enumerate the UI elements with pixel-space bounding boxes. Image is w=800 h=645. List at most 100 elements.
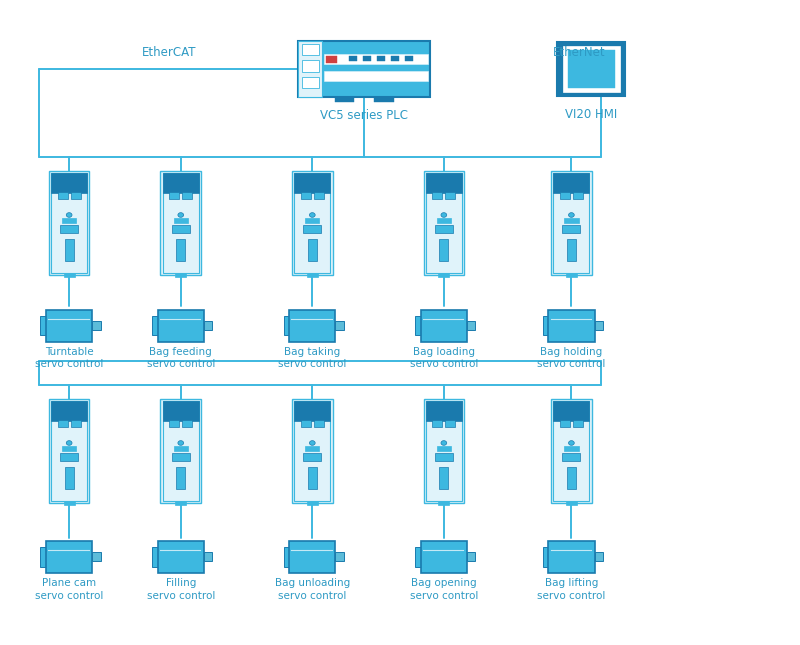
FancyBboxPatch shape [182,420,192,427]
FancyBboxPatch shape [423,399,464,502]
FancyBboxPatch shape [566,273,577,277]
FancyBboxPatch shape [158,541,204,573]
Text: EtherCAT: EtherCAT [142,46,196,59]
FancyBboxPatch shape [302,61,318,72]
FancyBboxPatch shape [439,467,448,489]
FancyBboxPatch shape [51,174,87,193]
FancyBboxPatch shape [46,541,92,573]
FancyBboxPatch shape [562,225,580,233]
Text: Bag feeding
servo control: Bag feeding servo control [146,347,215,370]
FancyBboxPatch shape [70,192,81,199]
FancyBboxPatch shape [405,56,413,61]
FancyBboxPatch shape [172,453,190,461]
FancyBboxPatch shape [284,316,289,335]
Text: EtherNet: EtherNet [553,46,606,59]
FancyBboxPatch shape [334,97,354,102]
Text: Bag unloading
servo control: Bag unloading servo control [274,578,350,600]
FancyBboxPatch shape [292,172,333,275]
FancyBboxPatch shape [308,467,317,489]
Circle shape [310,213,315,217]
FancyBboxPatch shape [377,56,385,61]
FancyBboxPatch shape [41,547,46,566]
FancyBboxPatch shape [374,97,394,102]
FancyBboxPatch shape [46,541,53,549]
FancyBboxPatch shape [335,552,344,561]
FancyBboxPatch shape [175,273,186,277]
Text: Bag loading
servo control: Bag loading servo control [410,347,478,370]
FancyBboxPatch shape [60,453,78,461]
FancyBboxPatch shape [554,174,590,273]
FancyBboxPatch shape [548,541,554,549]
FancyBboxPatch shape [161,399,201,502]
FancyBboxPatch shape [363,56,370,61]
FancyBboxPatch shape [174,218,188,223]
FancyBboxPatch shape [204,552,212,561]
FancyBboxPatch shape [51,174,87,273]
FancyBboxPatch shape [391,56,398,61]
FancyBboxPatch shape [163,401,198,501]
FancyBboxPatch shape [163,174,198,193]
FancyBboxPatch shape [326,56,337,63]
FancyBboxPatch shape [467,552,475,561]
FancyBboxPatch shape [551,399,592,502]
FancyBboxPatch shape [435,225,453,233]
Circle shape [569,213,574,217]
FancyBboxPatch shape [560,192,570,199]
FancyBboxPatch shape [172,225,190,233]
FancyBboxPatch shape [421,541,467,573]
FancyBboxPatch shape [305,446,319,451]
FancyBboxPatch shape [70,420,81,427]
FancyBboxPatch shape [437,218,451,223]
FancyBboxPatch shape [301,192,311,199]
FancyBboxPatch shape [284,547,289,566]
FancyBboxPatch shape [204,321,212,330]
Circle shape [441,213,446,217]
FancyBboxPatch shape [303,453,322,461]
FancyBboxPatch shape [308,239,317,261]
FancyBboxPatch shape [314,192,324,199]
Circle shape [66,213,72,217]
Text: Bag holding
servo control: Bag holding servo control [538,347,606,370]
FancyBboxPatch shape [324,54,428,64]
FancyBboxPatch shape [51,401,87,421]
FancyBboxPatch shape [175,501,186,504]
FancyBboxPatch shape [554,401,590,421]
FancyBboxPatch shape [548,541,594,573]
Text: Bag opening
servo control: Bag opening servo control [410,578,478,600]
FancyBboxPatch shape [432,192,442,199]
FancyBboxPatch shape [41,316,46,335]
FancyBboxPatch shape [170,420,179,427]
FancyBboxPatch shape [563,46,620,92]
FancyBboxPatch shape [573,420,583,427]
FancyBboxPatch shape [158,541,164,549]
FancyBboxPatch shape [58,420,68,427]
FancyBboxPatch shape [573,192,583,199]
FancyBboxPatch shape [294,174,330,273]
FancyBboxPatch shape [51,401,87,501]
FancyBboxPatch shape [426,401,462,421]
Circle shape [569,441,574,445]
FancyBboxPatch shape [302,77,318,88]
FancyBboxPatch shape [163,401,198,421]
FancyBboxPatch shape [62,446,76,451]
FancyBboxPatch shape [548,310,554,318]
FancyBboxPatch shape [92,552,101,561]
FancyBboxPatch shape [551,172,592,275]
FancyBboxPatch shape [568,50,615,88]
FancyBboxPatch shape [289,541,335,573]
FancyBboxPatch shape [421,310,427,318]
FancyBboxPatch shape [64,501,74,504]
FancyBboxPatch shape [46,310,92,342]
Text: Filling
servo control: Filling servo control [146,578,215,600]
FancyBboxPatch shape [161,172,201,275]
FancyBboxPatch shape [560,420,570,427]
FancyBboxPatch shape [60,225,78,233]
FancyBboxPatch shape [324,71,428,81]
FancyBboxPatch shape [567,239,576,261]
FancyBboxPatch shape [58,192,68,199]
FancyBboxPatch shape [298,41,430,97]
FancyBboxPatch shape [294,401,330,421]
FancyBboxPatch shape [446,420,455,427]
Circle shape [66,441,72,445]
FancyBboxPatch shape [415,316,421,335]
